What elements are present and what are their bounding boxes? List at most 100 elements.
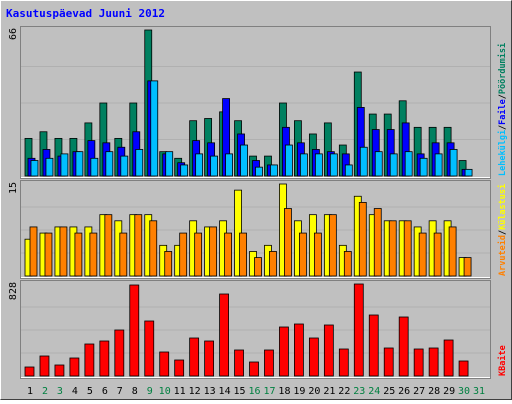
bar <box>359 146 368 177</box>
bar <box>294 323 304 377</box>
bar <box>284 208 292 277</box>
x-tick-label: 24 <box>368 386 380 397</box>
bar <box>285 144 293 177</box>
bar <box>210 155 219 177</box>
x-tick-label: 31 <box>473 386 485 397</box>
legend-entry: Külastusi <box>497 184 508 230</box>
bar <box>224 232 232 277</box>
bar <box>308 337 319 377</box>
bar <box>463 257 472 277</box>
bar <box>180 164 189 177</box>
bar <box>249 361 259 377</box>
bar <box>159 351 170 377</box>
bar <box>368 314 379 377</box>
bar <box>29 226 38 277</box>
bar <box>164 251 173 277</box>
x-tick-label: 7 <box>117 386 123 397</box>
y-tick-label: 828 <box>8 282 19 300</box>
y-tick-label: 66 <box>8 28 19 40</box>
x-tick-label: 21 <box>323 386 335 397</box>
x-tick-label: 22 <box>338 386 350 397</box>
x-tick-label: 3 <box>57 386 63 397</box>
bar <box>120 155 129 177</box>
bar <box>129 284 140 377</box>
x-tick-label: 28 <box>428 386 440 397</box>
x-tick-label: 4 <box>72 386 78 397</box>
bar <box>75 151 84 177</box>
bar <box>225 153 233 177</box>
bar <box>388 220 397 277</box>
legend-entry: KBaite <box>497 345 508 376</box>
bar <box>105 151 114 177</box>
legend-entry: Faile <box>497 99 508 125</box>
x-tick-label: 19 <box>293 386 305 397</box>
bar <box>144 320 155 377</box>
x-tick-label: 29 <box>443 386 455 397</box>
bar <box>358 201 367 277</box>
bar <box>189 337 200 377</box>
x-tick-label: 1 <box>27 386 33 397</box>
bar <box>443 339 454 377</box>
bar <box>179 232 188 277</box>
x-tick-label: 15 <box>234 386 246 397</box>
bar <box>428 347 439 377</box>
bar <box>389 153 398 177</box>
bar <box>300 153 308 177</box>
bar <box>195 153 204 177</box>
bar <box>44 232 53 277</box>
x-tick-label: 6 <box>102 386 108 397</box>
bar <box>149 220 158 277</box>
bar <box>174 359 185 377</box>
bar <box>254 257 262 277</box>
bar <box>45 157 54 177</box>
bar <box>135 149 144 177</box>
bar <box>329 153 338 177</box>
bar <box>328 214 337 277</box>
x-tick-label: 9 <box>147 386 153 397</box>
bar <box>219 293 229 377</box>
bar <box>104 214 113 277</box>
chart-title: Kasutuspäevad Juuni 2012 <box>6 7 165 20</box>
bar <box>194 232 203 277</box>
bar <box>383 347 394 377</box>
legend-separator: / <box>498 230 508 235</box>
bar <box>404 151 413 177</box>
legend: KBaite <box>497 345 508 376</box>
bar <box>240 144 248 177</box>
bar <box>458 360 469 377</box>
bar <box>150 80 159 177</box>
x-tick-label: 5 <box>87 386 93 397</box>
bar <box>74 232 83 277</box>
legend-separator: / <box>498 125 508 130</box>
bar <box>419 157 428 177</box>
bar <box>90 157 99 177</box>
bar <box>418 232 427 277</box>
bar <box>54 364 65 377</box>
legend-entry: Lehekülgi <box>497 130 508 176</box>
bar <box>374 151 383 177</box>
bar <box>314 153 323 177</box>
x-tick-label: 10 <box>159 386 171 397</box>
bar <box>344 164 353 177</box>
bar <box>204 340 215 377</box>
bar <box>270 164 278 177</box>
bar <box>234 349 244 377</box>
legend-separator: / <box>498 94 508 99</box>
bar <box>313 232 322 277</box>
legend-entry: Arvuteid <box>497 235 508 276</box>
bar <box>134 214 143 277</box>
x-tick-label: 17 <box>263 386 275 397</box>
bar <box>89 232 98 277</box>
x-tick-label: 30 <box>458 386 470 397</box>
x-tick-label: 26 <box>398 386 410 397</box>
x-tick-label: 14 <box>219 386 231 397</box>
bar <box>60 153 69 177</box>
bar <box>114 329 125 377</box>
x-tick-label: 25 <box>383 386 395 397</box>
bar <box>264 349 274 377</box>
legend: Arvuteid/Külastusi <box>497 184 508 276</box>
x-tick-label: 23 <box>353 386 365 397</box>
bar <box>323 324 334 377</box>
x-tick-label: 11 <box>174 386 186 397</box>
